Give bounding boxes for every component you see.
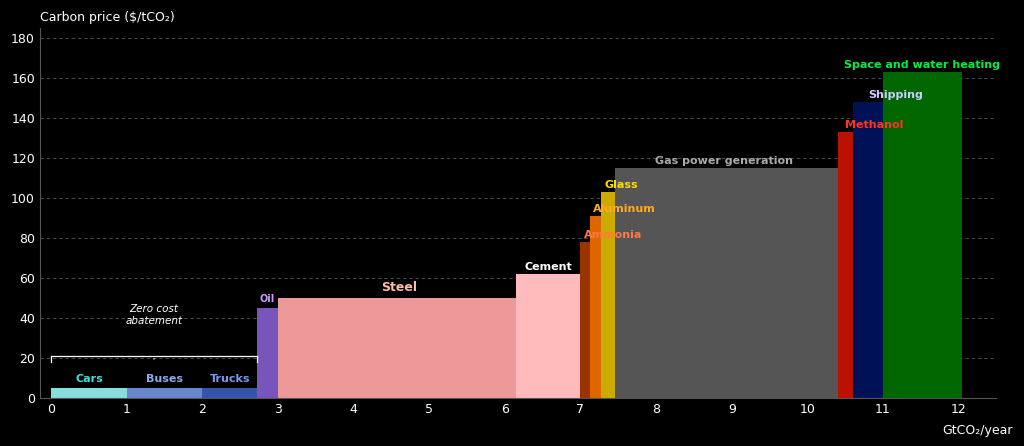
Text: Methanol: Methanol — [845, 120, 903, 130]
Text: Buses: Buses — [146, 374, 183, 384]
Text: Glass: Glass — [605, 180, 638, 190]
Text: Cement: Cement — [525, 262, 572, 272]
X-axis label: GtCO₂/year: GtCO₂/year — [942, 424, 1013, 437]
Bar — [601, 192, 614, 398]
Bar — [51, 388, 127, 398]
Text: Cars: Cars — [75, 374, 102, 384]
Bar — [838, 132, 853, 398]
Text: Oil: Oil — [260, 294, 275, 304]
Bar — [590, 216, 601, 398]
Text: Aluminum: Aluminum — [593, 204, 656, 214]
Text: Space and water heating: Space and water heating — [844, 60, 1000, 70]
Bar — [883, 71, 963, 398]
Text: Gas power generation: Gas power generation — [655, 156, 794, 165]
Bar — [581, 242, 590, 398]
Text: Ammonia: Ammonia — [585, 230, 643, 240]
Bar — [279, 298, 516, 398]
Bar — [853, 102, 883, 398]
Bar — [257, 308, 279, 398]
Bar — [516, 274, 581, 398]
Text: Steel: Steel — [381, 281, 417, 294]
Bar — [127, 388, 203, 398]
Bar — [614, 168, 838, 398]
Bar — [203, 388, 257, 398]
Text: Zero cost
abatement: Zero cost abatement — [126, 304, 182, 326]
Text: Shipping: Shipping — [867, 90, 923, 99]
Text: Carbon price ($/tCO₂): Carbon price ($/tCO₂) — [40, 11, 175, 24]
Text: Trucks: Trucks — [209, 374, 250, 384]
